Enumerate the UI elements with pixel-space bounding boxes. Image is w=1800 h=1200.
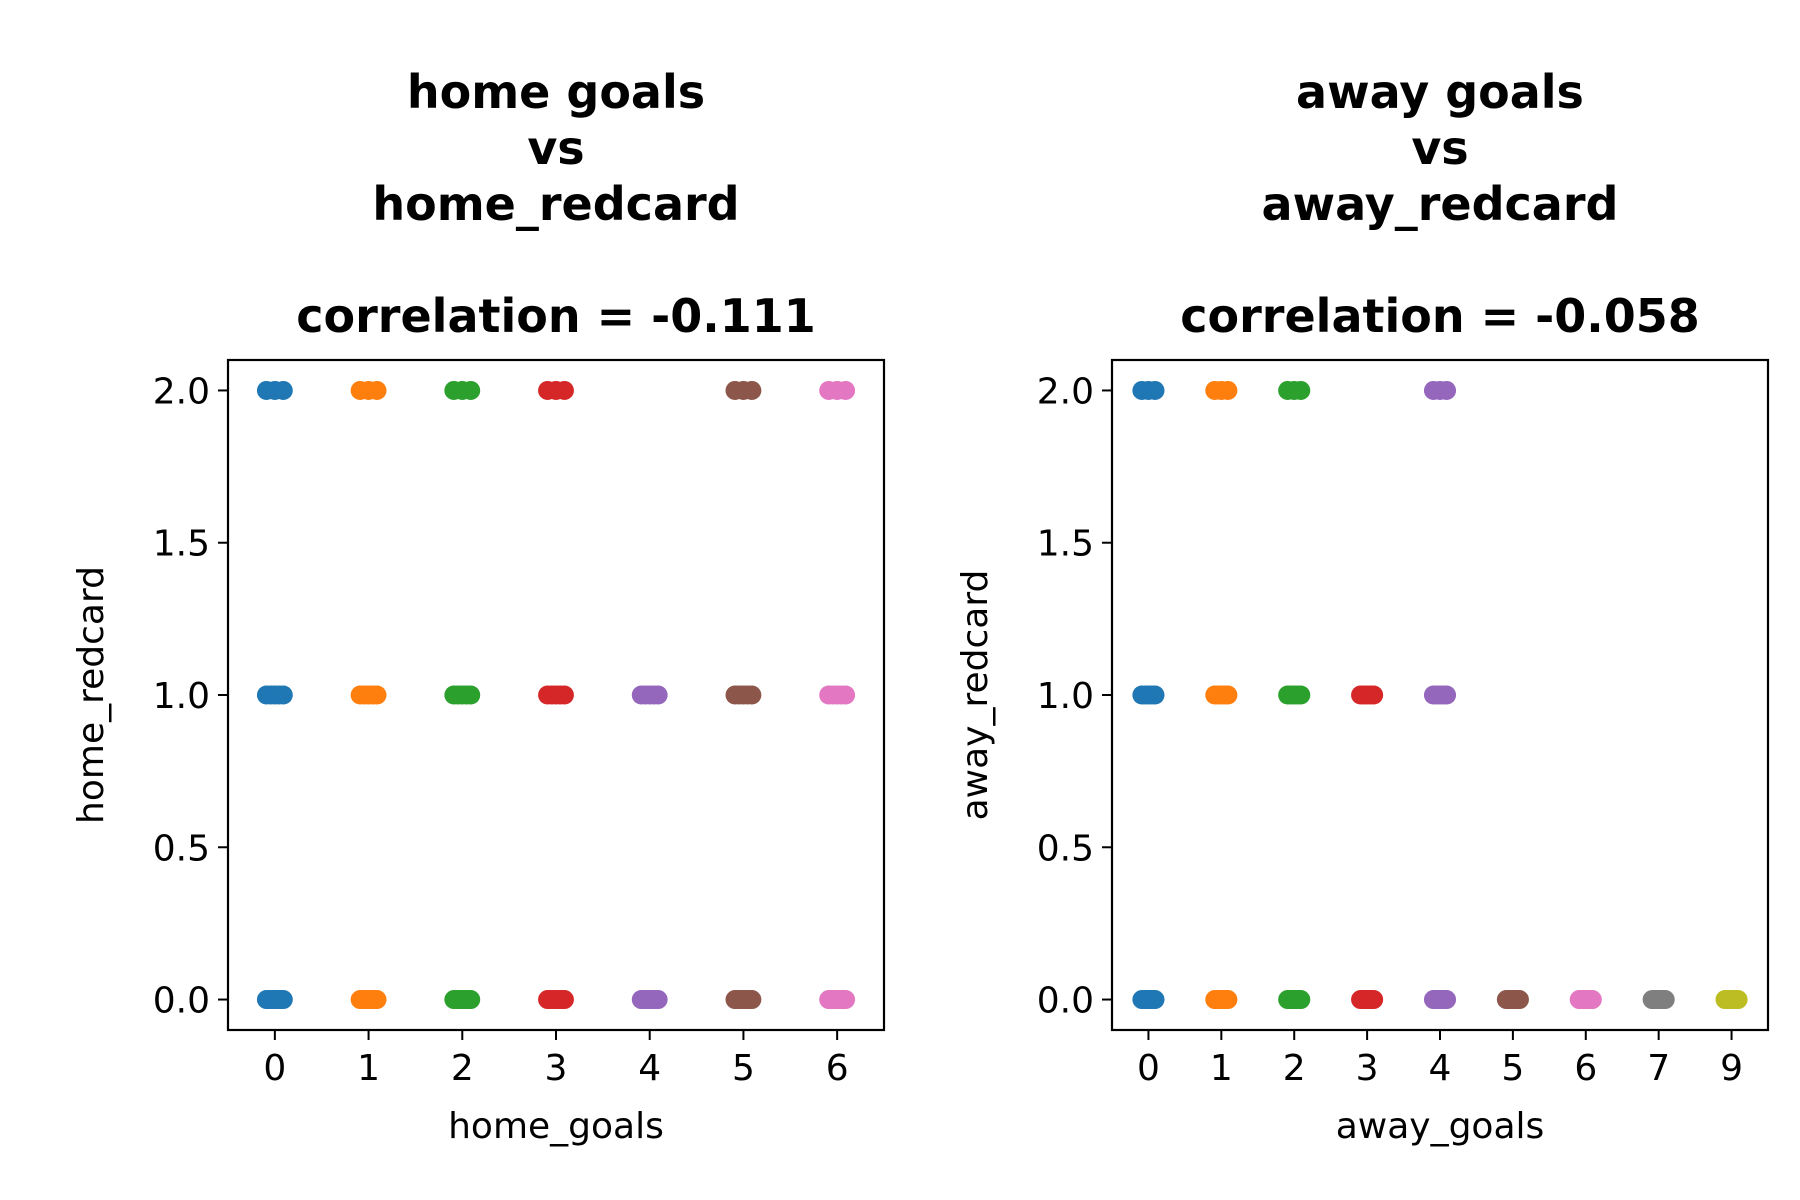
y-tick-label: 0.5: [1037, 828, 1094, 869]
x-tick-label: 1: [357, 1048, 380, 1089]
y-tick-label: 1.0: [153, 676, 210, 717]
data-point: [273, 685, 293, 705]
data-point: [1291, 380, 1311, 400]
y-tick-label: 1.5: [153, 524, 210, 565]
data-point: [461, 685, 481, 705]
x-tick-label: 7: [1647, 1048, 1670, 1089]
x-tick-label: 4: [1429, 1048, 1452, 1089]
data-point: [742, 990, 762, 1010]
y-tick-label: 2.0: [153, 371, 210, 412]
data-point: [648, 990, 668, 1010]
x-tick-label: 6: [826, 1048, 849, 1089]
x-axis-label: away_goals: [1336, 1106, 1545, 1147]
x-tick-label: 4: [638, 1048, 661, 1089]
x-tick-label: 3: [545, 1048, 568, 1089]
data-point: [1218, 380, 1238, 400]
data-point: [1728, 990, 1748, 1010]
y-axis-label: away_redcard: [955, 570, 996, 821]
chart-title-line: away goals: [1296, 65, 1584, 119]
data-point: [1291, 990, 1311, 1010]
x-axis-label: home_goals: [448, 1106, 664, 1147]
y-tick-label: 2.0: [1037, 371, 1094, 412]
data-point: [1291, 685, 1311, 705]
data-point: [836, 685, 856, 705]
data-point: [461, 990, 481, 1010]
data-point: [367, 685, 387, 705]
chart-title-line: home goals: [407, 65, 705, 119]
x-tick-label: 0: [1137, 1048, 1160, 1089]
data-point: [742, 685, 762, 705]
data-point: [836, 990, 856, 1010]
data-point: [554, 380, 574, 400]
y-tick-label: 0.0: [153, 981, 210, 1022]
x-tick-label: 9: [1720, 1048, 1743, 1089]
chart-title-line: correlation = -0.111: [296, 289, 816, 343]
x-tick-label: 6: [1574, 1048, 1597, 1089]
chart-title-line: vs: [527, 121, 584, 175]
data-point: [1218, 685, 1238, 705]
chart-title-line: home_redcard: [372, 177, 739, 231]
x-tick-label: 2: [451, 1048, 474, 1089]
x-tick-label: 3: [1356, 1048, 1379, 1089]
data-point: [648, 685, 668, 705]
data-point: [461, 380, 481, 400]
data-point: [367, 380, 387, 400]
y-tick-label: 1.0: [1037, 676, 1094, 717]
chart-title-line: away_redcard: [1262, 177, 1619, 231]
data-point: [1437, 685, 1457, 705]
data-point: [554, 685, 574, 705]
x-tick-label: 2: [1283, 1048, 1306, 1089]
data-point: [1145, 380, 1165, 400]
data-point: [1145, 685, 1165, 705]
y-tick-label: 0.0: [1037, 981, 1094, 1022]
chart-title-line: vs: [1411, 121, 1468, 175]
data-point: [1218, 990, 1238, 1010]
data-point: [1437, 990, 1457, 1010]
data-point: [1655, 990, 1675, 1010]
data-point: [836, 380, 856, 400]
data-point: [273, 380, 293, 400]
x-tick-label: 1: [1210, 1048, 1233, 1089]
data-point: [1437, 380, 1457, 400]
data-point: [554, 990, 574, 1010]
data-point: [273, 990, 293, 1010]
chart-title-line: correlation = -0.058: [1180, 289, 1700, 343]
data-point: [742, 380, 762, 400]
y-tick-label: 1.5: [1037, 524, 1094, 565]
y-tick-label: 0.5: [153, 828, 210, 869]
data-point: [1364, 990, 1384, 1010]
data-point: [1582, 990, 1602, 1010]
data-point: [1509, 990, 1529, 1010]
x-tick-label: 5: [732, 1048, 755, 1089]
data-points: [1132, 380, 1748, 1010]
data-points: [256, 380, 856, 1010]
data-point: [1145, 990, 1165, 1010]
data-point: [1364, 685, 1384, 705]
x-tick-label: 5: [1501, 1048, 1524, 1089]
x-tick-label: 0: [263, 1048, 286, 1089]
data-point: [367, 990, 387, 1010]
y-axis-label: home_redcard: [71, 566, 112, 824]
